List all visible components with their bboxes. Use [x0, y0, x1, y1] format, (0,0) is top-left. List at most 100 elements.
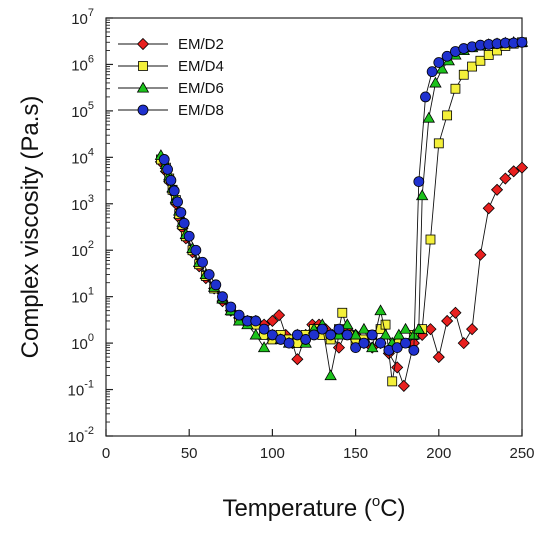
data-point	[316, 323, 328, 335]
y-tick-label: 101	[71, 286, 94, 307]
data-point	[458, 69, 469, 80]
data-point	[441, 50, 453, 62]
data-point	[467, 61, 477, 72]
data-point	[178, 217, 190, 229]
data-point	[172, 196, 183, 208]
y-tick-label: 105	[71, 100, 94, 121]
data-point	[272, 309, 286, 322]
legend-label: EM/D4	[178, 58, 224, 75]
data-point	[203, 269, 215, 280]
data-point	[420, 91, 431, 103]
data-point	[482, 202, 495, 215]
data-point	[515, 161, 529, 174]
data-point	[499, 172, 512, 185]
x-tick-label: 100	[260, 445, 285, 462]
data-point	[308, 329, 320, 341]
y-tick-label: 102	[71, 239, 94, 260]
data-point	[408, 344, 420, 356]
data-point	[400, 337, 411, 349]
y-axis-ticks: 10-2 10-1 100 101 102 103 104 105 106 107	[68, 7, 113, 446]
data-point	[433, 138, 444, 149]
data-point	[413, 176, 425, 188]
y-tick-label: 10-2	[68, 425, 94, 446]
data-point	[258, 323, 270, 335]
x-tick-label: 0	[102, 445, 110, 462]
legend-label: EM/D6	[178, 80, 224, 97]
data-point	[283, 337, 295, 349]
data-point	[450, 83, 461, 94]
y-tick-label: 107	[71, 7, 94, 28]
data-point	[175, 207, 187, 218]
legend-marker	[136, 37, 150, 51]
data-point	[474, 248, 487, 261]
data-point	[366, 329, 378, 341]
data-point	[324, 369, 337, 381]
data-point	[374, 304, 387, 316]
legend-label: EM/D2	[178, 36, 224, 53]
x-axis-ticks: 0 50 100 150 200 250	[102, 429, 535, 462]
plot-frame	[105, 17, 523, 437]
series-layer	[154, 35, 529, 392]
data-point	[197, 256, 208, 268]
legend-marker	[138, 61, 148, 71]
data-point	[183, 230, 195, 242]
data-point	[162, 163, 173, 175]
data-point	[466, 323, 479, 336]
data-point	[165, 174, 177, 186]
data-point	[391, 361, 404, 374]
y-tick-label: 106	[71, 53, 94, 74]
data-point	[425, 234, 436, 245]
data-point	[375, 337, 386, 349]
data-point	[490, 183, 504, 196]
y-tick-label: 103	[71, 193, 94, 214]
data-point	[415, 189, 429, 201]
legend-marker	[137, 104, 149, 116]
data-point	[225, 301, 237, 313]
data-point	[266, 314, 279, 328]
data-point	[350, 342, 362, 354]
x-axis-title-sup: o	[372, 493, 380, 510]
data-point	[391, 342, 403, 354]
x-tick-label: 150	[343, 445, 368, 462]
series-line	[160, 161, 523, 388]
data-point	[397, 379, 410, 392]
data-point	[387, 376, 398, 387]
data-point	[300, 334, 312, 345]
data-point	[449, 306, 462, 319]
data-point	[475, 55, 486, 66]
data-point	[422, 111, 436, 123]
y-axis-title: Complex viscosity (Pa.s)	[17, 96, 44, 359]
data-point	[516, 36, 528, 48]
data-point	[249, 328, 262, 340]
data-point	[392, 328, 406, 340]
data-point	[341, 329, 353, 341]
data-point	[337, 307, 348, 318]
data-point	[457, 337, 470, 350]
x-axis-title: Temperature (oC)	[222, 493, 405, 522]
data-point	[168, 185, 180, 197]
data-point	[250, 315, 262, 327]
data-point	[507, 165, 520, 178]
data-point	[349, 328, 362, 340]
legend: EM/D2 EM/D4 EM/D6 EM/D8	[118, 36, 224, 119]
data-point	[483, 50, 494, 60]
legend-marker	[136, 81, 150, 93]
data-point	[435, 62, 449, 74]
data-point	[266, 329, 278, 341]
data-point	[399, 322, 412, 334]
y-tick-label: 10-1	[68, 379, 94, 400]
data-point	[358, 337, 370, 349]
data-point	[217, 291, 228, 303]
data-point	[441, 314, 454, 328]
data-point	[432, 351, 445, 364]
data-point	[433, 57, 445, 68]
data-point	[379, 328, 392, 340]
data-point	[233, 309, 245, 321]
data-point	[210, 279, 222, 291]
data-point	[257, 341, 271, 353]
x-tick-label: 50	[181, 445, 198, 462]
y-tick-label: 100	[71, 332, 94, 353]
data-point	[426, 66, 438, 78]
x-tick-label: 200	[426, 445, 451, 462]
data-point	[429, 76, 442, 88]
